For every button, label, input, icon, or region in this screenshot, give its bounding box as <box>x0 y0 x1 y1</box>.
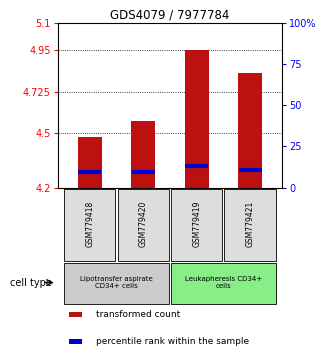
Bar <box>78 137 102 188</box>
Bar <box>238 73 262 188</box>
Bar <box>64 263 169 303</box>
Bar <box>185 50 209 188</box>
Text: GSM779420: GSM779420 <box>139 200 148 247</box>
Title: GDS4079 / 7977784: GDS4079 / 7977784 <box>110 9 230 22</box>
Text: Lipotransfer aspirate
CD34+ cells: Lipotransfer aspirate CD34+ cells <box>80 276 153 289</box>
Bar <box>224 189 276 261</box>
Text: GSM779419: GSM779419 <box>192 200 201 247</box>
Text: transformed count: transformed count <box>96 310 180 319</box>
Bar <box>69 313 82 317</box>
Bar <box>69 339 82 344</box>
Bar <box>171 263 276 303</box>
Text: GSM779421: GSM779421 <box>246 200 254 247</box>
Text: GSM779418: GSM779418 <box>85 200 94 247</box>
Text: percentile rank within the sample: percentile rank within the sample <box>96 337 249 346</box>
Bar <box>171 189 222 261</box>
Text: cell type: cell type <box>10 278 51 287</box>
Text: Leukapheresis CD34+
cells: Leukapheresis CD34+ cells <box>185 276 262 289</box>
Bar <box>131 121 155 188</box>
Bar <box>117 189 169 261</box>
Bar <box>64 189 115 261</box>
